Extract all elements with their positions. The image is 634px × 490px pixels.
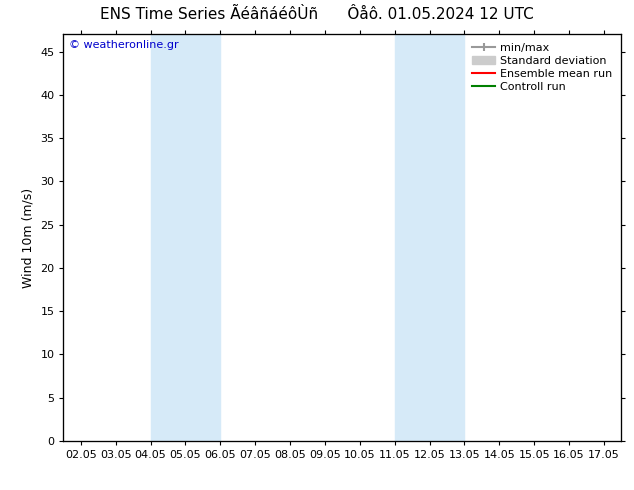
Legend: min/max, Standard deviation, Ensemble mean run, Controll run: min/max, Standard deviation, Ensemble me…	[469, 40, 616, 95]
Y-axis label: Wind 10m (m/s): Wind 10m (m/s)	[22, 188, 35, 288]
Bar	[150, 34, 221, 441]
Text: © weatheronline.gr: © weatheronline.gr	[69, 40, 179, 50]
Text: ENS Time Series ÃéâñáéôÙñ      Ôåô. 01.05.2024 12 UTC: ENS Time Series ÃéâñáéôÙñ Ôåô. 01.05.202…	[100, 7, 534, 23]
Bar	[394, 34, 464, 441]
